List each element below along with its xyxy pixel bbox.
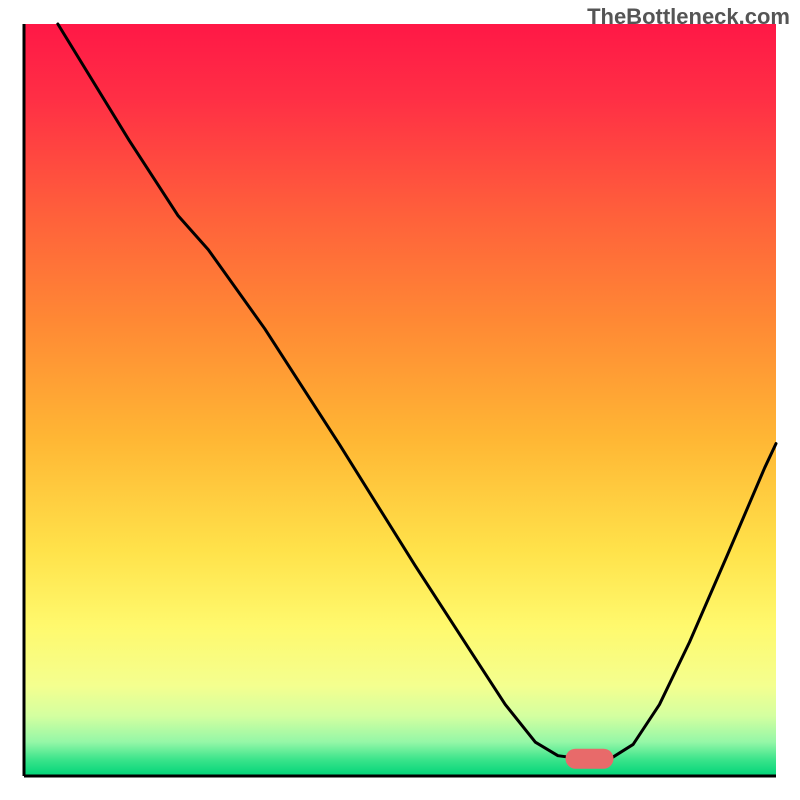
chart-svg [0, 0, 800, 800]
optimal-marker [566, 749, 614, 769]
bottleneck-chart: TheBottleneck.com [0, 0, 800, 800]
plot-background [24, 24, 776, 776]
